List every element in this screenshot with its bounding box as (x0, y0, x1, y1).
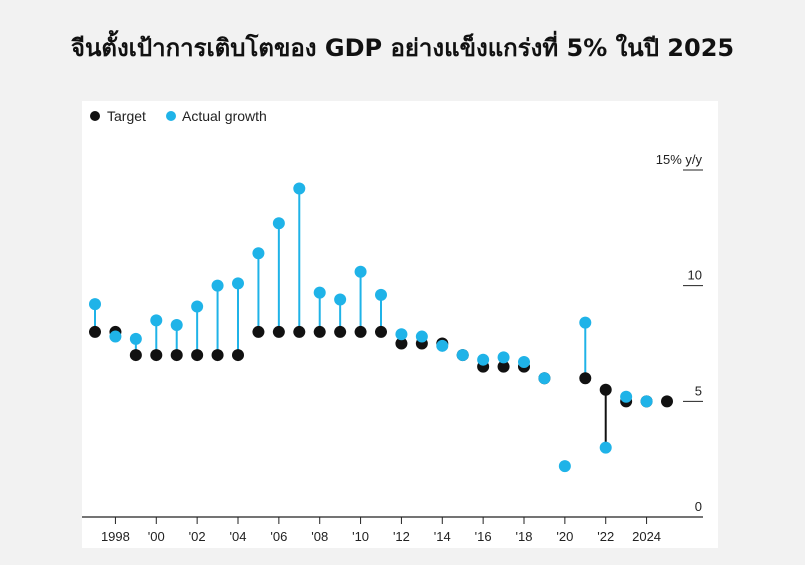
x-tick-label-1: '00 (148, 529, 165, 544)
actual-point-2004 (232, 277, 244, 289)
target-point-1997 (89, 326, 101, 338)
actual-point-2005 (252, 247, 264, 259)
x-tick-label-0: 1998 (101, 529, 130, 544)
x-tick-label-5: '08 (311, 529, 328, 544)
legend: Target Actual growth (90, 108, 267, 124)
actual-point-2021 (579, 317, 591, 329)
legend-actual-label: Actual growth (182, 108, 267, 124)
actual-point-2020 (559, 460, 571, 472)
y-axis: 0 5 10 15% y/y (656, 152, 703, 514)
page-title: จีนตั้งเป้าการเติบโตของ GDP อย่างแข็งแกร… (0, 28, 805, 67)
actual-point-1998 (109, 331, 121, 343)
target-point-2002 (191, 349, 203, 361)
target-point-2006 (273, 326, 285, 338)
actual-point-2016 (477, 354, 489, 366)
actual-point-2003 (212, 280, 224, 292)
x-tick-label-12: '22 (597, 529, 614, 544)
actual-point-2018 (518, 356, 530, 368)
target-point-2010 (355, 326, 367, 338)
actual-point-2024 (641, 395, 653, 407)
chart-container: Target Actual growth 0 5 10 15% y/y 1998 '00… (82, 101, 718, 548)
actual-point-2011 (375, 289, 387, 301)
target-point-2008 (314, 326, 326, 338)
actual-point-2023 (620, 391, 632, 403)
actual-point-2006 (273, 217, 285, 229)
actual-point-2015 (457, 349, 469, 361)
gdp-target-vs-actual-chart: Target Actual growth 0 5 10 15% y/y 1998 '00… (82, 101, 718, 548)
target-point-2021 (579, 372, 591, 384)
target-point-2011 (375, 326, 387, 338)
chart-marks (89, 183, 673, 473)
target-point-2001 (171, 349, 183, 361)
target-point-2004 (232, 349, 244, 361)
target-point-2025 (661, 395, 673, 407)
actual-point-2017 (498, 351, 510, 363)
actual-point-2010 (355, 266, 367, 278)
actual-point-1997 (89, 298, 101, 310)
x-tick-label-9: '16 (475, 529, 492, 544)
x-tick-label-6: '10 (352, 529, 369, 544)
y-tick-label-1: 5 (695, 383, 702, 398)
target-point-2007 (293, 326, 305, 338)
legend-actual-swatch (166, 111, 176, 121)
x-tick-label-13: 2024 (632, 529, 661, 544)
x-tick-label-11: '20 (556, 529, 573, 544)
y-tick-label-3: 15% y/y (656, 152, 703, 167)
actual-point-2014 (436, 340, 448, 352)
actual-point-2000 (150, 314, 162, 326)
x-tick-label-8: '14 (434, 529, 451, 544)
actual-point-2002 (191, 300, 203, 312)
target-point-2022 (600, 384, 612, 396)
actual-point-2019 (538, 372, 550, 384)
target-point-2005 (252, 326, 264, 338)
legend-target-label: Target (107, 108, 146, 124)
target-point-2009 (334, 326, 346, 338)
actual-point-2012 (395, 328, 407, 340)
actual-point-2009 (334, 294, 346, 306)
actual-point-2001 (171, 319, 183, 331)
actual-point-2007 (293, 183, 305, 195)
actual-point-2008 (314, 287, 326, 299)
x-tick-label-2: '02 (189, 529, 206, 544)
target-point-1999 (130, 349, 142, 361)
x-tick-label-4: '06 (270, 529, 287, 544)
x-tick-label-3: '04 (230, 529, 247, 544)
y-tick-label-0: 0 (695, 499, 702, 514)
actual-point-2013 (416, 331, 428, 343)
x-tick-label-10: '18 (516, 529, 533, 544)
actual-point-1999 (130, 333, 142, 345)
legend-target-swatch (90, 111, 100, 121)
y-tick-label-2: 10 (688, 268, 702, 283)
target-point-2003 (212, 349, 224, 361)
x-tick-label-7: '12 (393, 529, 410, 544)
x-axis: 1998 '00 '02 '04 '06 '08 '10 '12 '14 '16 '18 '20 '22… (82, 517, 703, 544)
target-point-2000 (150, 349, 162, 361)
actual-point-2022 (600, 442, 612, 454)
